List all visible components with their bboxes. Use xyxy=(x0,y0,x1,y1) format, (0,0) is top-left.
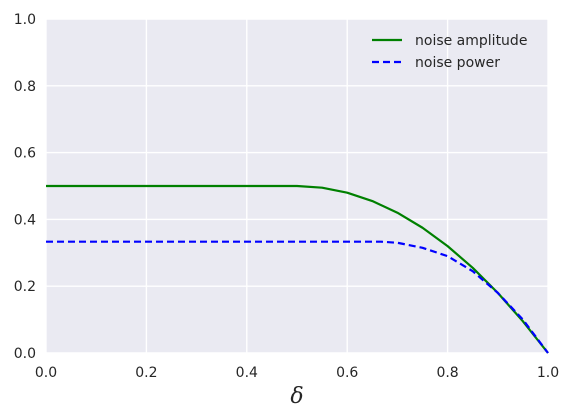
y-tick-label: 0.6 xyxy=(14,146,36,162)
x-tick-label: 0.0 xyxy=(35,365,57,381)
x-tick-label: 0.8 xyxy=(436,365,458,381)
x-axis-label: δ xyxy=(290,384,303,407)
legend-label: noise power xyxy=(415,55,500,71)
x-tick-label: 1.0 xyxy=(537,365,559,381)
x-tick-label: 0.6 xyxy=(336,365,358,381)
y-tick-label: 0.2 xyxy=(14,279,36,295)
y-tick-label: 0.8 xyxy=(14,79,36,95)
y-tick-label: 1.0 xyxy=(14,12,36,28)
legend: noise amplitude noise power xyxy=(372,33,527,71)
x-tick-label: 0.4 xyxy=(236,365,258,381)
series-line-noise-amplitude xyxy=(46,184,549,354)
legend-label: noise amplitude xyxy=(415,33,527,49)
y-tick-label: 0.0 xyxy=(14,346,36,362)
series-lines xyxy=(46,184,549,354)
x-tick-label: 0.2 xyxy=(135,365,157,381)
y-tick-label: 0.4 xyxy=(14,212,36,228)
series-line-noise-power xyxy=(46,240,549,354)
tick-labels: 0.0 0.2 0.4 0.6 0.8 1.0 0.0 0.2 0.4 0.6 0.8 1.0 xyxy=(14,12,559,381)
